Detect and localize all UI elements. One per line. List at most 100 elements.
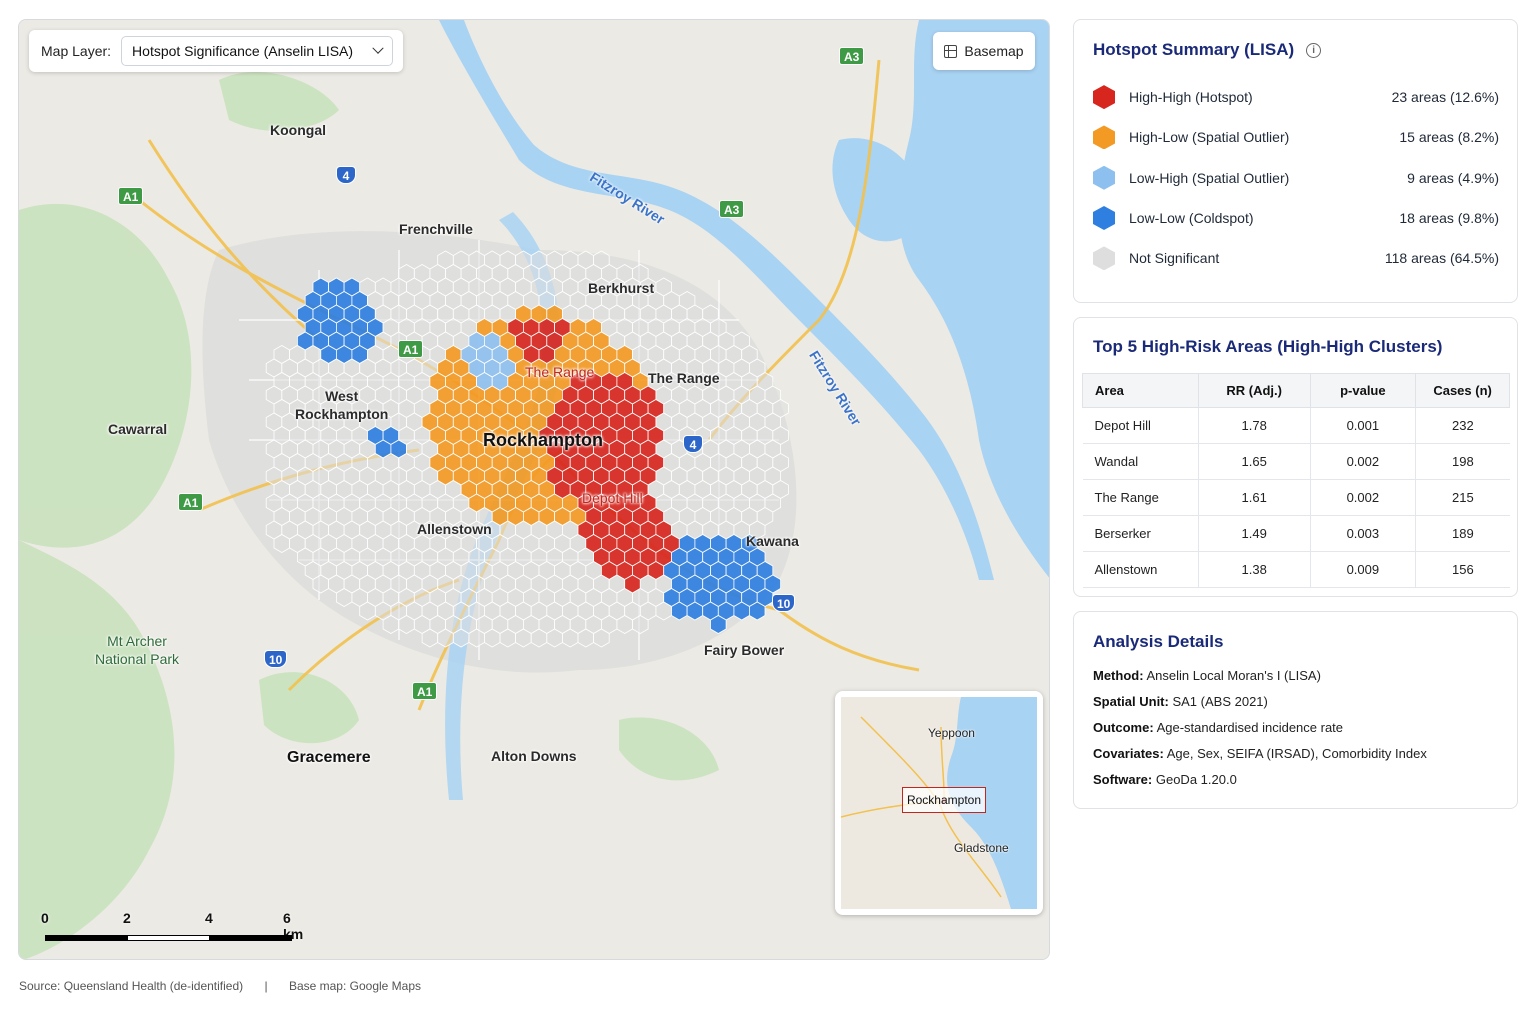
cell-area: Wandal: [1082, 443, 1199, 480]
road-shield-10: 10: [264, 650, 288, 668]
place-label-west-rockhampton: West Rockhampton: [295, 387, 388, 423]
map-layer-control: Map Layer: Hotspot Significance (Anselin…: [29, 30, 403, 72]
detail-outcome: Outcome: Age-standardised incidence rate: [1093, 719, 1427, 745]
lisa-hex-cell: [632, 615, 649, 634]
lisa-hex-cell: [655, 601, 672, 621]
cell-area: Berserker: [1082, 515, 1199, 552]
place-label-the-range: The Range: [648, 370, 720, 386]
footer-separator: |: [264, 979, 268, 993]
place-label-fairy-bower: Fairy Bower: [704, 642, 785, 658]
inset-overview-map[interactable]: Yeppoon Rockhampton Gladstone: [835, 691, 1043, 915]
road-shield-4: 4: [683, 435, 703, 453]
hexagon-icon: [1093, 206, 1115, 231]
lisa-hex-cell: [577, 628, 594, 648]
legend-label: Low-Low (Coldspot): [1129, 210, 1254, 227]
legend-label: High-High (Hotspot): [1129, 89, 1253, 106]
cell-pvalue: 0.003: [1310, 515, 1417, 552]
place-label-koongal: Koongal: [270, 122, 326, 138]
lisa-hex-cell: [530, 628, 548, 648]
cell-rr: 1.49: [1198, 515, 1311, 552]
place-label-alton-downs: Alton Downs: [491, 748, 577, 764]
lisa-hex-cell: [452, 628, 470, 648]
place-label-west-line-2: Rockhampton: [295, 406, 389, 422]
cell-rr: 1.61: [1198, 479, 1311, 516]
map-layer-value: Hotspot Significance (Anselin LISA): [132, 43, 354, 59]
table-row[interactable]: Berserker 1.49 0.003 189: [1082, 515, 1510, 552]
basemap-button[interactable]: Basemap: [933, 32, 1035, 70]
inset-label-rockhampton: Rockhampton: [906, 793, 982, 807]
detail-covariates: Covariates: Age, Sex, SEIFA (IRSAD), Com…: [1093, 745, 1427, 771]
cell-pvalue: 0.009: [1310, 551, 1417, 588]
place-label-mt-archer-line-1: Mt Archer: [107, 633, 167, 649]
hexagon-icon: [1093, 246, 1115, 271]
place-label-rockhampton: Rockhampton: [483, 430, 604, 450]
lisa-hex-cell: [336, 588, 353, 607]
place-label-allenstown: Allenstown: [417, 521, 492, 537]
place-label-cawarral: Cawarral: [108, 421, 168, 437]
basemap-canvas[interactable]: [19, 20, 1050, 960]
table-row[interactable]: Allenstown 1.38 0.009 156: [1082, 551, 1510, 588]
inset-map-canvas: Yeppoon Rockhampton Gladstone: [841, 697, 1037, 909]
lisa-hex-cell: [616, 615, 633, 634]
legend-count: 9 areas (4.9%): [1407, 169, 1499, 186]
analysis-details-panel: Analysis Details Method: Anselin Local M…: [1073, 611, 1518, 809]
detail-value: SA1 (ABS 2021): [1172, 694, 1268, 709]
lisa-hex-cell: [437, 628, 454, 648]
road-shield-10: 10: [772, 594, 796, 612]
footer-basemap: Base map: Google Maps: [288, 979, 422, 993]
lisa-hex-cell: [359, 601, 376, 621]
legend-row-high-high: High-High (Hotspot) 23 areas (12.6%): [1093, 77, 1499, 117]
place-label-gracemere: Gracemere: [287, 749, 371, 766]
hotspot-label-depot-hill: Depot Hill: [582, 490, 643, 506]
table-row[interactable]: Depot Hill 1.78 0.001 232: [1082, 407, 1510, 444]
cell-pvalue: 0.001: [1310, 407, 1417, 444]
hotspot-summary-title: Hotspot Summary (LISA) i: [1093, 40, 1322, 60]
lisa-hex-cell: [398, 615, 415, 634]
map-panel[interactable]: Koongal Frenchville Berkhurst The Range …: [18, 19, 1050, 960]
detail-key: Spatial Unit:: [1093, 694, 1169, 709]
detail-spatial-unit: Spatial Unit: SA1 (ABS 2021): [1093, 693, 1427, 719]
lisa-hex-cell: [515, 628, 532, 648]
cell-area: Depot Hill: [1082, 407, 1199, 444]
cell-pvalue: 0.002: [1310, 479, 1417, 516]
table-row[interactable]: Wandal 1.65 0.002 198: [1082, 443, 1510, 480]
place-label-west-line-1: West: [325, 388, 359, 404]
map-layer-label: Map Layer:: [41, 43, 112, 59]
cell-area: The Range: [1082, 479, 1199, 516]
legend-count: 118 areas (64.5%): [1384, 250, 1499, 267]
cell-cases: 215: [1415, 479, 1510, 516]
legend-row-low-low: Low-Low (Coldspot) 18 areas (9.8%): [1093, 198, 1499, 238]
lisa-hex-cell: [710, 615, 727, 634]
lisa-hex-cell: [382, 615, 400, 634]
table-header-row: Area RR (Adj.) p-value Cases (n): [1082, 373, 1510, 408]
hexagon-icon: [1093, 165, 1115, 190]
analysis-details-list: Method: Anselin Local Moran's I (LISA) S…: [1093, 667, 1427, 797]
detail-method: Method: Anselin Local Moran's I (LISA): [1093, 667, 1427, 693]
table-row[interactable]: The Range 1.61 0.002 215: [1082, 479, 1510, 516]
lisa-hex-cell: [546, 628, 563, 648]
map-layer-select[interactable]: Hotspot Significance (Anselin LISA): [121, 36, 393, 66]
legend-label: Low-High (Spatial Outlier): [1129, 169, 1290, 186]
place-label-mt-archer: Mt Archer National Park: [95, 632, 179, 668]
inset-current-view-box: Rockhampton: [902, 787, 986, 813]
lisa-hex-cell: [312, 574, 329, 594]
legend-count: 23 areas (12.6%): [1391, 89, 1499, 106]
top5-table: Area RR (Adj.) p-value Cases (n) Depot H…: [1082, 373, 1510, 588]
grid-icon: [944, 44, 958, 58]
cell-cases: 156: [1415, 551, 1510, 588]
col-header-pvalue: p-value: [1309, 373, 1417, 408]
lisa-hex-cell: [593, 628, 610, 648]
road-shield-a1: A1: [118, 187, 144, 205]
detail-value: Anselin Local Moran's I (LISA): [1146, 668, 1321, 683]
cell-area: Allenstown: [1082, 551, 1199, 588]
lisa-hex-layer: [265, 250, 789, 648]
cell-rr: 1.38: [1198, 551, 1311, 588]
legend-row-low-high: Low-High (Spatial Outlier) 9 areas (4.9%…: [1093, 158, 1499, 198]
info-icon[interactable]: i: [1306, 42, 1322, 58]
lisa-hex-cell: [733, 601, 750, 621]
road-shield-a3: A3: [839, 47, 865, 65]
legend-count: 15 areas (8.2%): [1399, 129, 1499, 146]
scale-label-4: 4: [205, 910, 213, 926]
detail-value: Age-standardised incidence rate: [1156, 720, 1344, 735]
lisa-hex-cell: [671, 601, 688, 621]
